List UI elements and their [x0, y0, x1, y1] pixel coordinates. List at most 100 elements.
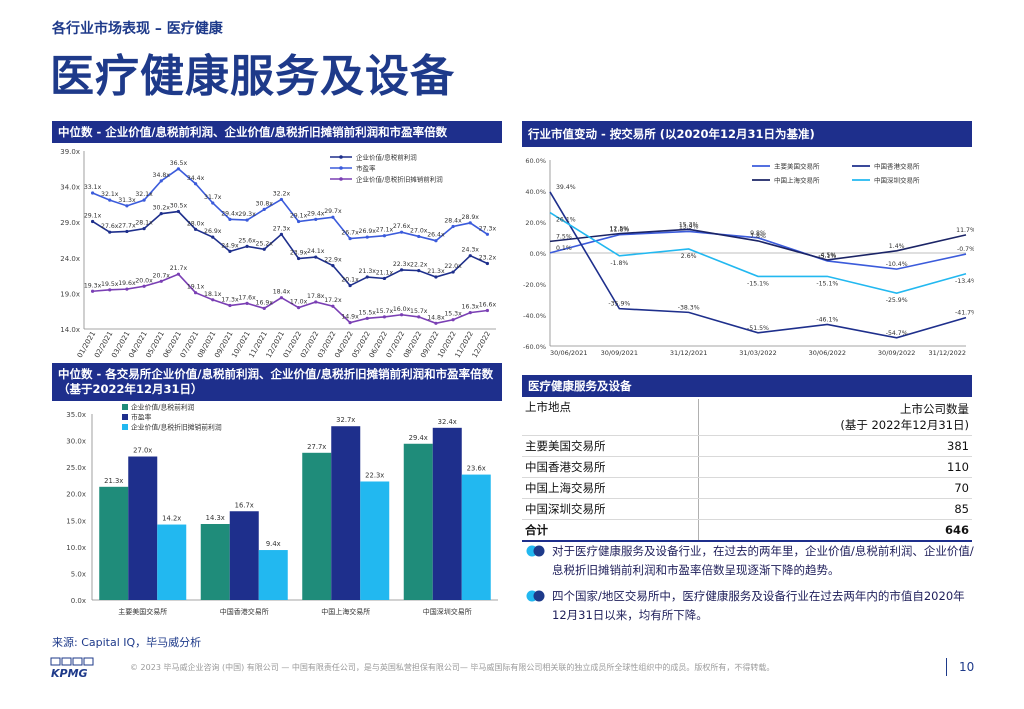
row-value: 85 [697, 498, 972, 520]
data-point [228, 217, 232, 221]
table-row: 中国香港交易所 110 [522, 456, 972, 478]
x-tick-label: 中国香港交易所 [220, 607, 269, 616]
data-label: 16.0x [393, 306, 411, 313]
legend-label: 企业价值/息税折旧摊销前利润 [356, 175, 443, 184]
bar [157, 524, 187, 600]
legend-label: 市盈率 [356, 164, 376, 173]
data-point [176, 272, 181, 276]
data-label: 21.7x [170, 265, 188, 272]
source-note: 来源: Capital IQ，毕马威分析 [52, 636, 202, 649]
multiples-time-chart: 14.0x19.0x24.0x29.0x34.0x39.0x01/202102/… [60, 148, 497, 359]
data-point [90, 289, 95, 293]
data-label: 14.2x [162, 515, 181, 523]
data-point [296, 219, 301, 224]
data-point [365, 235, 369, 239]
data-point [296, 306, 301, 310]
multiples-exchange-chart: 0.0x 5.0x 10.0x 15.0x 20.0x 25.0x 30.0x 35.0x 21… [66, 403, 498, 616]
data-point [159, 212, 163, 216]
data-label: 7.8% [750, 233, 766, 240]
data-label: 19.6x [118, 280, 136, 287]
data-label: 32.1x [135, 191, 153, 198]
data-label: 29.3x [238, 211, 256, 218]
bar [331, 426, 361, 600]
bar [403, 443, 433, 600]
data-label: 32.4x [438, 418, 457, 426]
y-tick-label: 30.0x [66, 438, 86, 446]
data-label: 2.6% [681, 253, 697, 260]
data-label: 22.3x [365, 471, 384, 479]
data-label: 27.6x [393, 223, 411, 230]
data-label: 32.2x [273, 190, 291, 197]
data-point [193, 182, 198, 186]
data-label: 32.7x [336, 416, 355, 424]
data-label: 7.5% [556, 233, 572, 240]
y-tick-label: 25.0x [66, 464, 86, 472]
data-point [262, 247, 266, 251]
bullet-icon [526, 590, 545, 602]
data-label: 26.7x [341, 230, 359, 237]
data-label: 30.2x [153, 205, 171, 212]
bullet-text: 四个国家/地区交易所中，医疗健康服务及设备行业在过去两年内的市值自2020年12… [552, 589, 965, 622]
data-point [331, 264, 335, 268]
section-kicker: 各行业市场表现 – 医疗健康 [52, 21, 223, 37]
data-label: 22.3x [393, 261, 411, 268]
data-label: 22.0x [444, 263, 462, 270]
legend-marker [339, 177, 343, 181]
data-label: 28.4x [444, 217, 462, 224]
table-total-row: 合计 646 [522, 519, 972, 542]
data-point [193, 291, 198, 295]
bullet-2: 四个国家/地区交易所中，医疗健康服务及设备行业在过去两年内的市值自2020年12… [526, 587, 976, 625]
y-tick-label: 5.0x [71, 570, 86, 578]
data-point [399, 313, 404, 317]
bar [461, 474, 491, 600]
data-point [296, 256, 301, 261]
data-point [108, 288, 112, 292]
bullet-1: 对于医疗健康服务及设备行业，在过去的两年里，企业价值/息税前利润、企业价值/息税… [526, 542, 976, 580]
data-point [142, 227, 146, 231]
data-label: 24.9x [221, 242, 239, 249]
series-line-3 [549, 211, 967, 294]
x-tick-label: 30/06/2022 [809, 349, 846, 357]
table-header-location: 上市地点 [522, 399, 699, 436]
table-header-count-date: (基于 2022年12月31日) [840, 418, 969, 432]
data-point [365, 275, 369, 279]
data-label: 9.4x [266, 540, 281, 548]
data-label: 23.9x [290, 250, 308, 257]
bar [229, 511, 259, 600]
data-label: -5.1% [818, 253, 836, 260]
y-tick-label: 15.0x [66, 517, 86, 525]
page-title: 医疗健康服务及设备 [50, 51, 455, 102]
data-label: 21.3x [104, 477, 123, 485]
data-label: -0.7% [957, 246, 974, 253]
row-label: 中国深圳交易所 [522, 498, 699, 520]
series-line-0 [549, 230, 967, 270]
data-point [142, 198, 146, 202]
table-row: 中国深圳交易所 85 [522, 498, 972, 520]
table-header-row: 上市地点 上市公司数量 (基于 2022年12月31日) [522, 399, 972, 436]
data-label: 29.4x [221, 210, 239, 217]
legend-label: 市盈率 [131, 413, 152, 422]
y-tick-label: 29.0x [60, 219, 80, 227]
table-row: 中国上海交易所 70 [522, 477, 972, 499]
data-label: 23.2x [479, 254, 497, 261]
x-tick-label: 31/12/2021 [670, 349, 707, 357]
data-label: 15.3x [444, 311, 462, 318]
data-point [279, 197, 284, 202]
data-label: -4.5% [818, 252, 836, 259]
y-tick-label: 35.0x [66, 411, 86, 419]
data-label: -35.9% [608, 301, 630, 308]
table-row: 主要美国交易所 381 [522, 435, 972, 457]
data-label: -15.1% [816, 280, 838, 287]
data-point [228, 303, 232, 308]
row-label: 中国香港交易所 [522, 456, 699, 478]
data-label: 15.5x [359, 309, 377, 316]
data-point [382, 276, 387, 281]
data-point [125, 204, 129, 208]
y-tick-label: 0.0x [71, 597, 86, 605]
data-label: 17.8x [307, 293, 325, 300]
bar [258, 550, 288, 600]
data-label: 17.6x [238, 294, 256, 301]
data-label: 27.1x [376, 227, 394, 234]
total-value: 646 [697, 519, 972, 542]
bar [432, 427, 462, 600]
